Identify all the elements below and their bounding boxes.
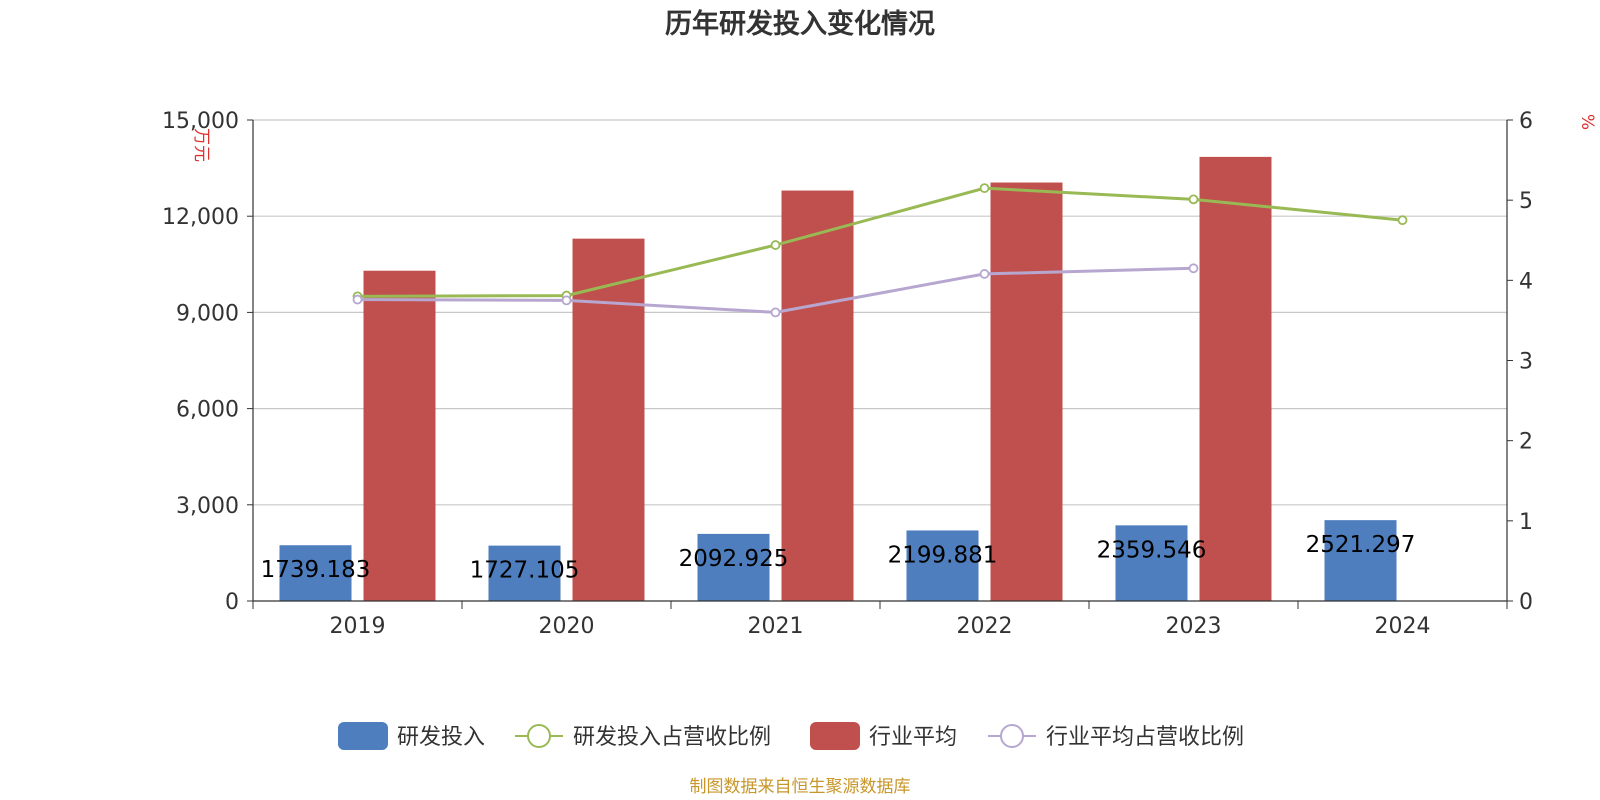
left-tick-label: 3,000 <box>176 494 239 519</box>
right-tick-label: 1 <box>1519 510 1533 535</box>
data-label-rd-investment: 2359.546 <box>1097 537 1207 563</box>
data-label-rd-investment: 2521.297 <box>1306 532 1416 558</box>
point-industry-ratio <box>979 269 990 279</box>
bar-industry-avg <box>990 182 1063 601</box>
bar-rd-investment <box>1324 520 1397 601</box>
legend-swatch-industry-avg[interactable] <box>810 722 860 750</box>
legend-marker-industry-ratio[interactable] <box>1000 724 1024 748</box>
data-labels: 1739.183 1727.105 2092.925 2199.881 2359.546… <box>261 532 1416 583</box>
chart-title: 历年研发投入变化情况 <box>665 8 935 40</box>
point-industry-ratio <box>770 307 781 318</box>
right-axis-ticks: 0 1 2 3 4 5 6 <box>1507 109 1533 615</box>
point-industry-ratio <box>1188 263 1199 274</box>
left-axis-ticks: 0 3,000 6,000 9,000 12,000 15,000 <box>162 109 253 615</box>
line-industry-ratio <box>357 266 1194 314</box>
legend-marker-rd-ratio[interactable] <box>527 724 551 748</box>
bar-industry-avg <box>1199 156 1272 602</box>
bar-rd-investment <box>697 533 770 601</box>
left-axis-unit: 万元 <box>191 128 211 162</box>
point-rd-ratio <box>770 240 781 250</box>
point-rd-ratio <box>1397 215 1408 226</box>
bar-rd-investment <box>906 530 979 601</box>
left-tick-label: 15,000 <box>162 109 239 134</box>
left-tick-label: 6,000 <box>176 398 239 423</box>
x-tick-label: 2024 <box>1375 614 1431 639</box>
x-tick-label: 2023 <box>1166 614 1222 639</box>
right-tick-label: 2 <box>1519 430 1533 455</box>
line-rd-ratio <box>357 186 1403 298</box>
x-axis-ticks: 2019 2020 2021 2022 2023 2024 <box>252 601 1508 639</box>
data-label-rd-investment: 2092.925 <box>679 546 789 572</box>
left-tick-label: 0 <box>225 590 239 615</box>
right-tick-label: 4 <box>1519 269 1533 294</box>
bar-rd-investment <box>279 545 352 601</box>
point-rd-ratio <box>979 183 990 194</box>
right-tick-label: 0 <box>1519 590 1533 615</box>
legend-label-industry-ratio: 行业平均占营收比例 <box>1046 725 1244 750</box>
x-tick-label: 2022 <box>957 614 1013 639</box>
bar-rd-investment <box>1115 525 1188 601</box>
bar-rd-investment <box>488 545 561 601</box>
x-tick-label: 2019 <box>330 614 386 639</box>
data-source-note: 制图数据来自恒生聚源数据库 <box>690 777 911 797</box>
legend-label-industry-avg: 行业平均 <box>869 725 957 750</box>
legend-label-rd-ratio: 研发投入占营收比例 <box>573 725 771 750</box>
right-axis-unit: % <box>1577 114 1597 130</box>
legend: 研发投入 研发投入占营收比例 行业平均 行业平均占营收比例 <box>338 722 1244 750</box>
legend-label-rd-investment: 研发投入 <box>397 725 485 750</box>
bars <box>279 156 1397 602</box>
right-tick-label: 5 <box>1519 189 1533 214</box>
point-industry-ratio <box>561 295 572 306</box>
x-tick-label: 2021 <box>748 614 804 639</box>
right-tick-label: 3 <box>1519 350 1533 375</box>
gridlines <box>253 119 1507 506</box>
axes <box>252 120 1508 602</box>
x-tick-label: 2020 <box>539 614 595 639</box>
data-label-rd-investment: 1739.183 <box>261 557 371 583</box>
bar-industry-avg <box>363 270 436 601</box>
bar-industry-avg <box>572 238 645 601</box>
left-tick-label: 12,000 <box>162 205 239 230</box>
point-industry-ratio <box>352 294 363 305</box>
point-rd-ratio <box>1188 194 1199 205</box>
lines <box>352 183 1408 318</box>
legend-swatch-rd-investment[interactable] <box>338 722 388 750</box>
data-label-rd-investment: 2199.881 <box>888 542 998 568</box>
data-label-rd-investment: 1727.105 <box>470 558 580 584</box>
right-tick-label: 6 <box>1519 109 1533 134</box>
bar-industry-avg <box>781 190 854 601</box>
left-tick-label: 9,000 <box>176 301 239 326</box>
